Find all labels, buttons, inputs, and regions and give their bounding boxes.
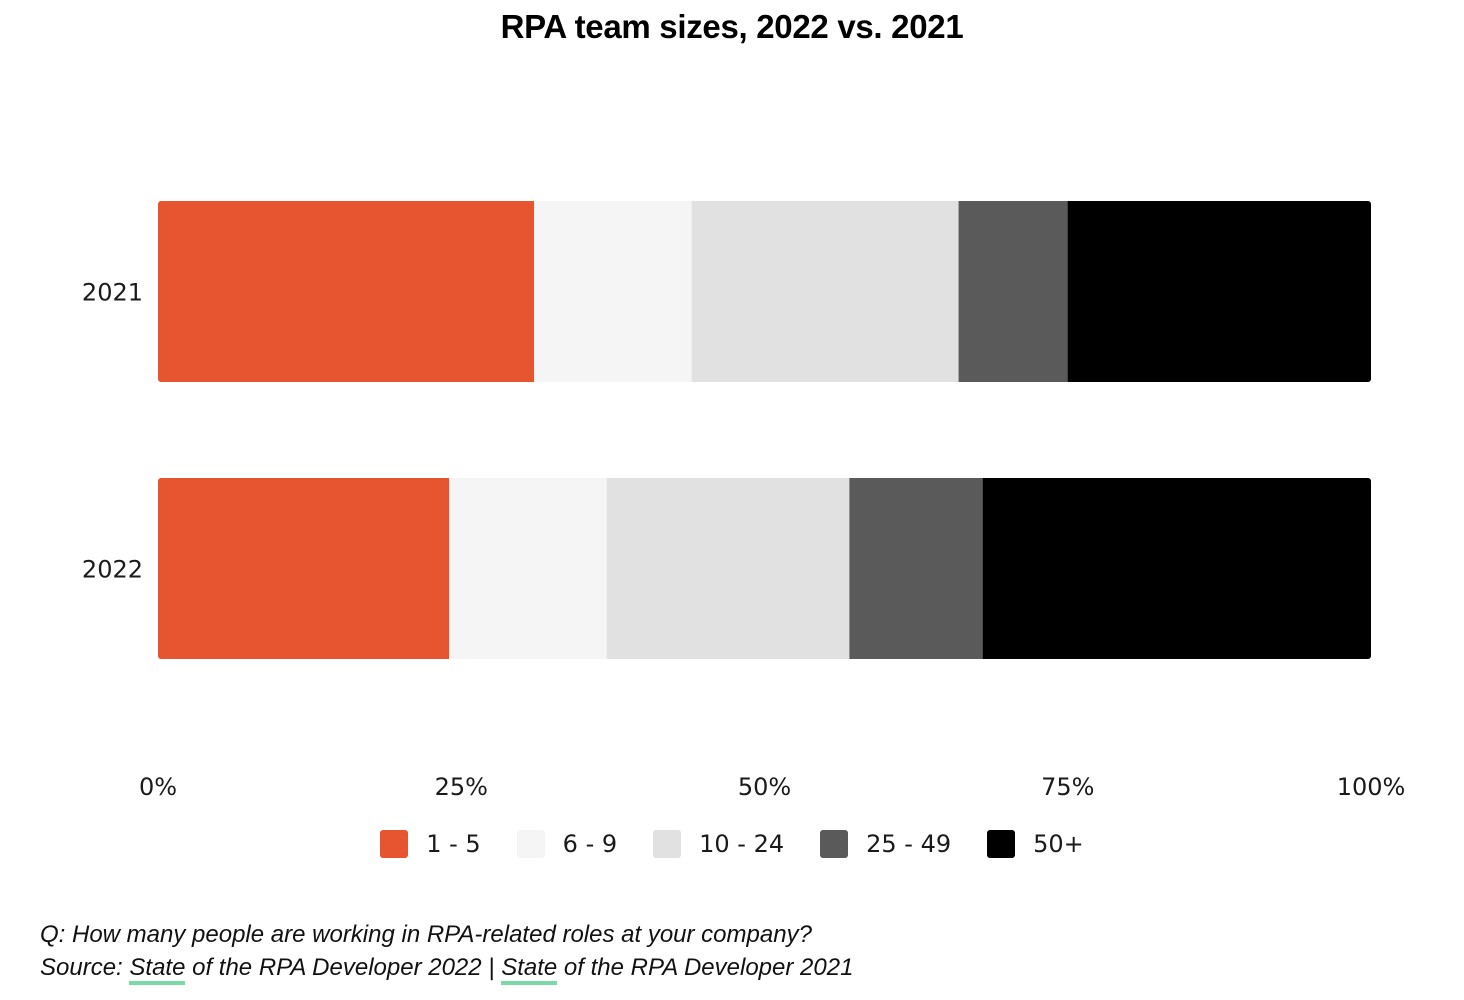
bar-segment-2022-1-5 — [158, 478, 450, 659]
bar-group-2022 — [158, 478, 1371, 659]
category-labels: 2021 2022 — [82, 279, 143, 584]
source-separator: | — [481, 954, 502, 981]
bar-group-2021 — [158, 201, 1371, 382]
bar-segment-2021-50+ — [1067, 201, 1371, 382]
source-prefix: Source: — [40, 954, 130, 981]
source-2022-text: of the RPA Developer 2022 — [185, 954, 482, 981]
legend-swatch — [653, 830, 682, 858]
bar-segment-2022-10-24 — [606, 478, 850, 659]
legend-swatch — [820, 830, 849, 858]
source-link-2021[interactable]: State — [501, 954, 558, 985]
bar-segment-2021-1-5 — [158, 201, 535, 382]
category-label-2022: 2022 — [82, 556, 143, 584]
source-line: Source: State of the RPA Developer 2022 … — [40, 951, 854, 985]
legend-item: 1 - 5 — [380, 830, 481, 858]
x-axis-ticks: 0% 25% 50% 75% 100% — [139, 773, 1405, 801]
question-text: Q: How many people are working in RPA-re… — [40, 921, 812, 948]
legend-label: 1 - 5 — [426, 830, 481, 858]
legend-label: 50+ — [1033, 830, 1084, 858]
legend-label: 6 - 9 — [562, 830, 618, 858]
bar-segment-2021-6-9 — [534, 201, 693, 382]
legend-item: 10 - 24 — [653, 830, 784, 858]
x-tick-label: 75% — [1041, 773, 1094, 801]
legend: 1 - 5 6 - 9 10 - 24 25 - 49 50+ — [0, 830, 1464, 858]
x-tick-label: 0% — [139, 773, 177, 801]
bar-segment-2021-25-49 — [958, 201, 1069, 382]
legend-swatch — [516, 830, 545, 858]
legend-swatch — [987, 830, 1016, 858]
legend-swatch — [380, 830, 409, 858]
bar-segment-2021-10-24 — [691, 201, 960, 382]
legend-label: 25 - 49 — [866, 830, 952, 858]
source-link-2022[interactable]: State — [129, 954, 186, 985]
x-tick-label: 25% — [435, 773, 488, 801]
stacked-bar-chart: 2021 2022 0% 25% 50% 75% 100% — [82, 201, 1405, 801]
bar-segment-2022-6-9 — [449, 478, 608, 659]
chart-title: RPA team sizes, 2022 vs. 2021 — [500, 8, 964, 45]
legend-label: 10 - 24 — [699, 830, 785, 858]
x-tick-label: 50% — [738, 773, 791, 801]
legend-item: 50+ — [987, 830, 1084, 858]
bars-layer — [158, 201, 1371, 659]
category-label-2021: 2021 — [82, 279, 143, 307]
bar-segment-2022-50+ — [982, 478, 1371, 659]
footnote: Q: How many people are working in RPA-re… — [40, 918, 854, 985]
legend-item: 25 - 49 — [820, 830, 951, 858]
legend-item: 6 - 9 — [516, 830, 618, 858]
source-2021-text: of the RPA Developer 2021 — [557, 954, 854, 981]
x-tick-label: 100% — [1337, 773, 1406, 801]
bar-segment-2022-25-49 — [849, 478, 984, 659]
